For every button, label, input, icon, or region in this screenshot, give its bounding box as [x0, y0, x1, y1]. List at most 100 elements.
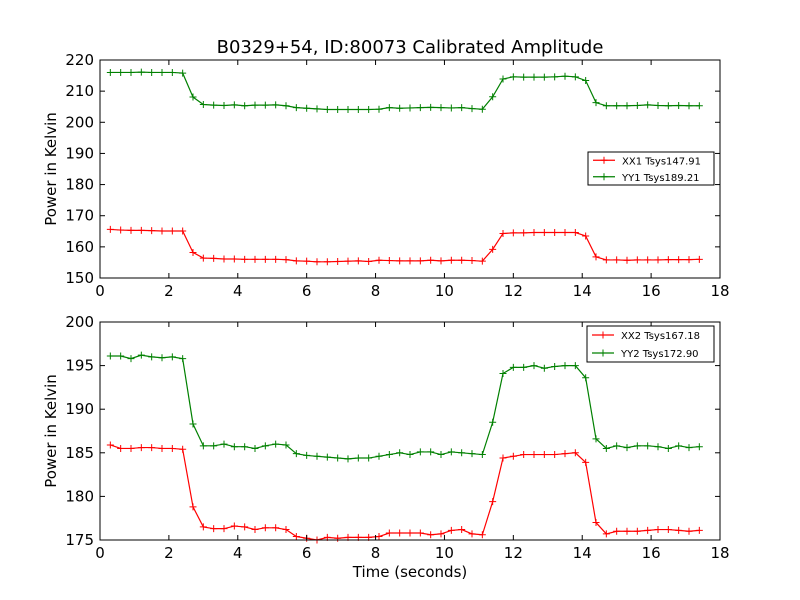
data-point — [582, 458, 590, 466]
x-tick-label: 12 — [504, 282, 523, 300]
data-point — [406, 451, 414, 459]
data-point — [520, 363, 528, 371]
data-point — [540, 364, 548, 372]
data-point — [334, 106, 342, 114]
data-point — [241, 523, 249, 531]
legend-marker — [599, 349, 607, 357]
data-point — [664, 526, 672, 534]
y-tick-label: 200 — [65, 313, 94, 331]
data-point — [664, 444, 672, 452]
data-point — [509, 452, 517, 460]
data-point — [582, 374, 590, 382]
data-point — [633, 527, 641, 535]
data-point — [158, 227, 166, 235]
data-point — [375, 256, 383, 264]
data-point — [509, 363, 517, 371]
data-point — [313, 105, 321, 113]
data-point — [675, 256, 683, 264]
legend-label: XX1 Tsys147.91 — [622, 156, 701, 167]
data-point — [334, 534, 342, 542]
data-point — [396, 529, 404, 537]
data-point — [292, 450, 300, 458]
data-point — [561, 362, 569, 370]
data-point — [468, 530, 476, 538]
data-point — [272, 524, 280, 532]
series-1 — [106, 68, 703, 114]
y-tick-label: 220 — [65, 51, 94, 69]
data-point — [230, 101, 238, 109]
y-axis-label: Power in Kelvin — [42, 112, 60, 226]
data-point — [220, 101, 228, 109]
x-tick-label: 2 — [164, 282, 174, 300]
data-point — [158, 444, 166, 452]
data-point — [148, 227, 156, 235]
data-point — [561, 229, 569, 237]
data-point — [210, 525, 218, 533]
data-point — [458, 526, 466, 534]
data-point — [179, 69, 187, 77]
data-point — [354, 106, 362, 114]
plot-frame — [99, 321, 721, 541]
data-point — [427, 256, 435, 264]
data-point — [499, 75, 507, 83]
data-point — [385, 104, 393, 112]
data-point — [210, 442, 218, 450]
y-tick-label: 190 — [65, 144, 94, 162]
data-point — [499, 454, 507, 462]
data-point — [396, 449, 404, 457]
data-point — [168, 68, 176, 76]
data-point — [644, 101, 652, 109]
data-point — [261, 524, 269, 532]
data-point — [551, 451, 559, 459]
data-point — [179, 445, 187, 453]
data-point — [385, 257, 393, 265]
legend-label: YY1 Tsys189.21 — [621, 173, 700, 184]
data-point — [530, 73, 538, 81]
data-point — [582, 232, 590, 240]
legend-item: YY2 Tsys172.90 — [592, 349, 699, 360]
data-point — [633, 101, 641, 109]
data-point — [695, 255, 703, 263]
x-tick-label: 4 — [233, 544, 243, 562]
data-point — [654, 256, 662, 264]
data-point — [220, 255, 228, 263]
series-0 — [106, 225, 703, 266]
data-point — [499, 229, 507, 237]
data-point — [189, 248, 197, 256]
data-point — [179, 355, 187, 363]
data-point — [602, 256, 610, 264]
data-point — [168, 444, 176, 452]
data-point — [272, 101, 280, 109]
data-point — [148, 353, 156, 361]
x-tick-label: 12 — [504, 544, 523, 562]
data-point — [613, 256, 621, 264]
data-point — [468, 257, 476, 265]
data-point — [427, 103, 435, 111]
data-point — [199, 523, 207, 531]
data-point — [282, 256, 290, 264]
data-point — [685, 256, 693, 264]
x-tick-label: 16 — [642, 544, 661, 562]
data-point — [613, 442, 621, 450]
data-point — [251, 444, 259, 452]
data-point — [644, 526, 652, 534]
data-point — [478, 257, 486, 265]
data-point — [406, 257, 414, 265]
data-point — [199, 101, 207, 109]
data-point — [406, 104, 414, 112]
data-point — [540, 229, 548, 237]
legend-marker — [599, 331, 607, 339]
legend: XX2 Tsys167.18 YY2 Tsys172.90 — [586, 325, 715, 363]
data-point — [623, 102, 631, 110]
y-tick-label: 180 — [65, 176, 94, 194]
data-point — [313, 258, 321, 266]
data-point — [148, 444, 156, 452]
data-point — [685, 527, 693, 535]
data-point — [416, 448, 424, 456]
x-tick-label: 16 — [642, 282, 661, 300]
data-point — [592, 99, 600, 107]
x-tick-label: 6 — [302, 282, 312, 300]
data-point — [530, 362, 538, 370]
data-point — [303, 104, 311, 112]
